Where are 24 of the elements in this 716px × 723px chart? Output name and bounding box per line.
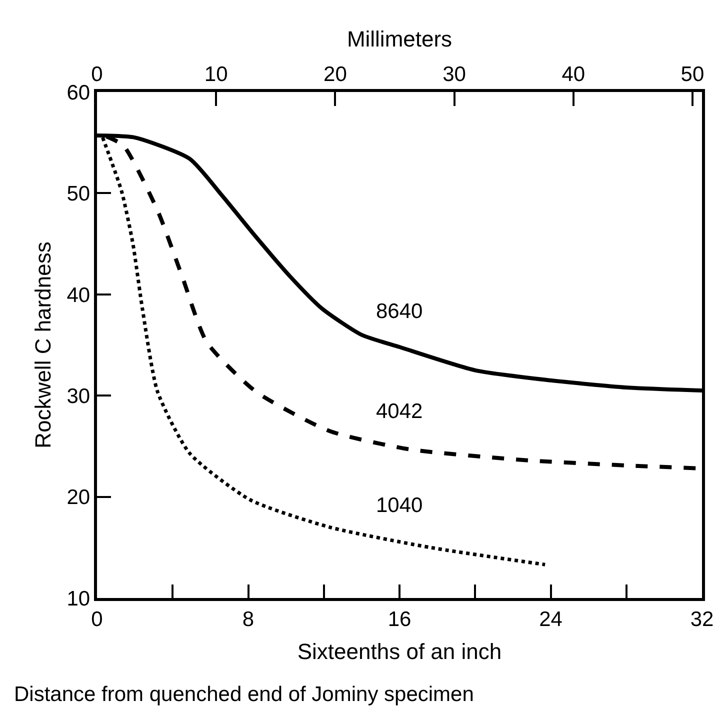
series-label: 4042 [376, 400, 423, 423]
x-axis-title: Sixteenths of an inch [297, 638, 502, 664]
series-label: 8640 [376, 300, 423, 323]
y-tick-label: 30 [66, 384, 90, 408]
x2-tick-label: 30 [442, 62, 466, 86]
x-tick-label: 16 [388, 608, 412, 631]
x-tick-label: 8 [242, 608, 254, 631]
x2-tick-label: 10 [204, 62, 228, 86]
x-tick-label: 24 [539, 608, 563, 631]
y-axis-title: Rockwell C hardness [30, 242, 56, 448]
x2-axis-title: Millimeters [346, 26, 452, 52]
y-tick-label: 10 [66, 587, 90, 610]
x2-tick-label: 40 [562, 62, 586, 86]
x-tick-label: 32 [690, 608, 714, 631]
x-tick-label: 0 [91, 608, 103, 631]
y-tick-label: 40 [66, 284, 90, 307]
y-tick-label: 50 [66, 182, 90, 206]
text: Distance from quenched end of Jominy specimen [14, 683, 474, 706]
y-tick-label: 60 [66, 81, 90, 104]
y-tick-label: 20 [66, 486, 90, 510]
x2-tick-label: 20 [324, 62, 347, 86]
x2-tick-label: 50 [680, 62, 704, 86]
series-label: 1040 [376, 494, 423, 517]
x2-tick-label: 0 [91, 62, 103, 86]
